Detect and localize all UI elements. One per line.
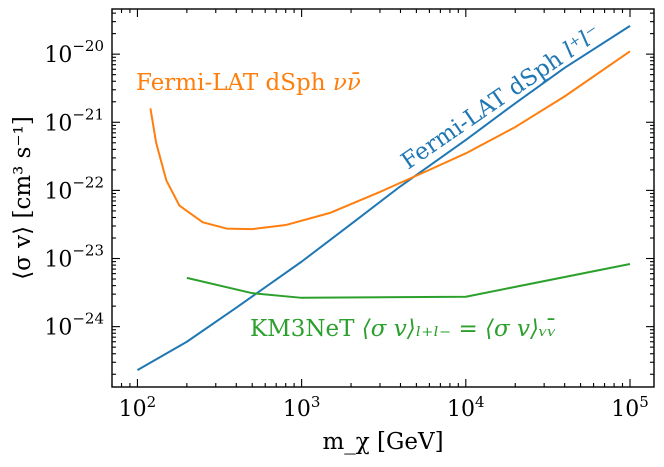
x-tick-label: 105 (611, 393, 649, 422)
y-axis-label: ⟨σ v⟩ [cm³ s⁻¹] (10, 116, 36, 280)
plot-frame (111, 8, 655, 388)
annotation-km3net-math: ⟨σ v⟩ₗ₊ₗ₋ = ⟨σ v⟩ᵥᵥ̄ (362, 316, 556, 342)
x-tick-label: 102 (119, 393, 157, 422)
annotation-km3net: KM3NeT ⟨σ v⟩ₗ₊ₗ₋ = ⟨σ v⟩ᵥᵥ̄ (250, 316, 556, 342)
y-tick-label: 10−24 (44, 310, 104, 341)
annotation-fermi-nunubar-main: Fermi-LAT dSph (136, 70, 333, 96)
annotation-fermi-nunubar-math: νν̄ (333, 70, 361, 96)
y-tick-label: 10−21 (44, 105, 104, 136)
x-tick-label: 103 (283, 393, 321, 422)
series-line-0 (136, 25, 631, 371)
series-layer (136, 25, 631, 371)
annotation-fermi-llbar-main: Fermi-LAT dSph (397, 42, 574, 175)
labels-layer: 102 103 104 105 10−24 10−23 10−22 10−21 10−20 (44, 37, 648, 422)
y-tick-label: 10−22 (44, 173, 104, 204)
x-axis-label: m_χ [GeV] (322, 429, 443, 455)
annotation-km3net-main: KM3NeT (250, 316, 362, 342)
series-line-2 (186, 263, 631, 299)
annotation-fermi-nunubar: Fermi-LAT dSph νν̄ (136, 70, 361, 96)
series-line-1 (149, 50, 631, 231)
annotation-fermi-llbar: Fermi-LAT dSph l⁺l⁻ (397, 20, 606, 175)
y-tick-label: 10−20 (44, 37, 104, 68)
x-tick-label: 104 (447, 393, 485, 422)
y-tick-label: 10−23 (44, 242, 104, 273)
